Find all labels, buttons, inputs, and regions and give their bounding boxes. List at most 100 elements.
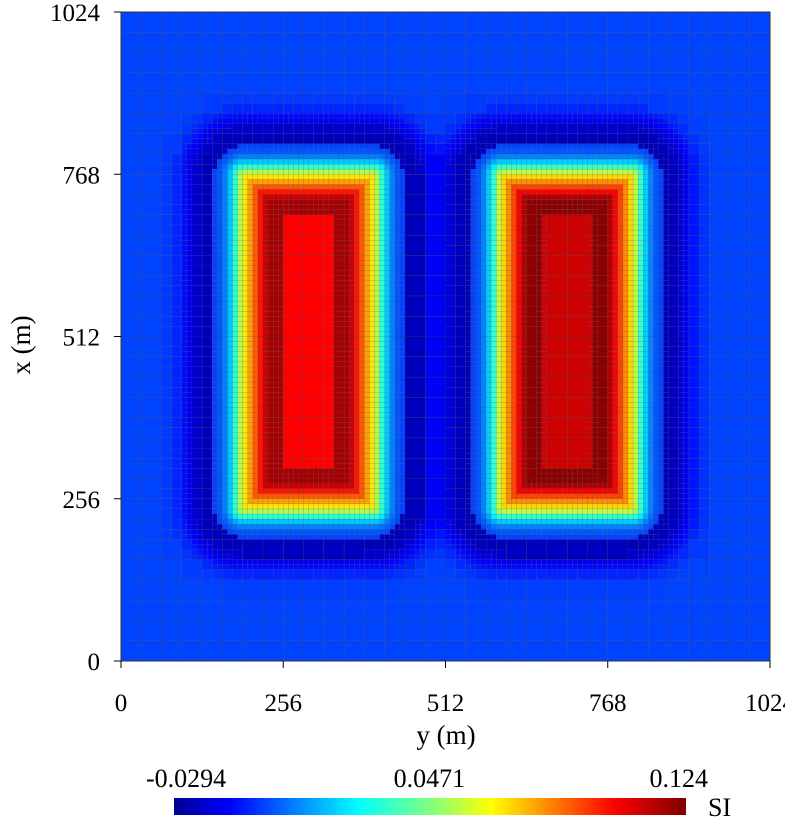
heatmap-cell (181, 163, 188, 170)
heatmap-cell (338, 316, 345, 322)
heatmap-cell (212, 361, 218, 368)
heatmap-cell (222, 179, 228, 185)
heatmap-cell (277, 528, 284, 535)
heatmap-cell (333, 427, 340, 434)
heatmap-cell (369, 412, 375, 418)
heatmap-cell (272, 534, 279, 540)
heatmap-cell (308, 559, 314, 565)
heatmap-cell (343, 361, 350, 368)
heatmap-cell (161, 113, 183, 135)
heatmap-cell (257, 468, 264, 474)
heatmap-cell (201, 265, 213, 276)
heatmap-cell (277, 402, 284, 408)
heatmap-cell (242, 437, 248, 444)
heatmap-cell (572, 518, 578, 525)
heatmap-cell (572, 559, 578, 565)
heatmap-cell (490, 153, 497, 160)
heatmap-cell (232, 407, 238, 413)
heatmap-cell (399, 468, 406, 474)
heatmap-cell (186, 397, 193, 403)
heatmap-cell (465, 422, 472, 428)
heatmap-cell (267, 179, 274, 185)
heatmap-cell (343, 599, 365, 621)
heatmap-cell (501, 204, 507, 210)
heatmap-cell (404, 275, 426, 297)
heatmap-cell (308, 473, 314, 479)
heatmap-cell (374, 209, 380, 216)
heatmap-cell (445, 599, 467, 621)
heatmap-cell (389, 452, 396, 459)
heatmap-cell (222, 300, 228, 307)
heatmap-cell (262, 133, 274, 145)
heatmap-cell (496, 361, 502, 368)
heatmap-cell (516, 189, 522, 195)
heatmap-cell (521, 321, 527, 327)
heatmap-cell (227, 402, 233, 408)
heatmap-cell (399, 549, 406, 555)
heatmap-cell (222, 295, 228, 302)
heatmap-cell (343, 103, 355, 114)
heatmap-cell (506, 387, 512, 393)
heatmap-cell (587, 564, 593, 570)
heatmap-cell (257, 163, 264, 170)
heatmap-cell (232, 204, 238, 210)
heatmap-cell (551, 523, 558, 530)
heatmap-cell (364, 255, 370, 261)
heatmap-cell (374, 321, 380, 327)
heatmap-cell (277, 326, 284, 332)
heatmap-cell (475, 463, 482, 469)
heatmap-cell (470, 518, 477, 525)
heatmap-cell (470, 376, 477, 383)
heatmap-cell (293, 534, 299, 540)
heatmap-cell (531, 513, 537, 520)
heatmap-cell (257, 265, 264, 271)
heatmap-cell (186, 473, 193, 479)
heatmap-cell (399, 194, 406, 200)
heatmap-cell (201, 528, 213, 540)
heatmap-cell (161, 326, 172, 337)
heatmap-cell (298, 528, 304, 535)
heatmap-cell (404, 194, 426, 216)
heatmap-cell (506, 92, 517, 104)
heatmap-cell (384, 199, 390, 205)
heatmap-cell (465, 310, 472, 317)
heatmap-cell (257, 326, 264, 332)
heatmap-cell (217, 316, 223, 322)
heatmap-cell (394, 113, 401, 119)
heatmap-cell (217, 473, 223, 479)
heatmap-cell (465, 113, 472, 119)
heatmap-cell (511, 174, 517, 180)
heatmap-cell (465, 381, 472, 388)
heatmap-cell (191, 366, 203, 378)
heatmap-cell (354, 204, 360, 210)
heatmap-cell (592, 483, 598, 489)
heatmap-cell (272, 361, 279, 368)
heatmap-cell (267, 442, 274, 449)
heatmap-cell (485, 417, 492, 423)
heatmap-cell (465, 275, 472, 281)
heatmap-cell (485, 316, 492, 322)
heatmap-cell (181, 113, 193, 124)
heatmap-cell (485, 356, 492, 363)
heatmap-cell (212, 321, 218, 327)
heatmap-cell (201, 174, 213, 185)
heatmap-cell (328, 488, 335, 494)
heatmap-cell (359, 118, 365, 124)
heatmap-cell (496, 564, 502, 570)
heatmap-cell (272, 488, 279, 494)
heatmap-cell (282, 72, 304, 94)
heatmap-cell (262, 569, 274, 581)
heatmap-cell (186, 194, 193, 200)
heatmap-cell (308, 534, 314, 540)
heatmap-cell (338, 488, 345, 494)
heatmap-cell (222, 599, 244, 621)
heatmap-cell (303, 528, 309, 535)
heatmap-cell (384, 559, 390, 565)
heatmap-cell (379, 255, 385, 261)
heatmap-cell (419, 549, 426, 555)
heatmap-cell (516, 174, 522, 180)
heatmap-cell (217, 275, 223, 281)
heatmap-cell (384, 103, 396, 114)
heatmap-cell (272, 417, 279, 423)
heatmap-cell (511, 528, 517, 535)
